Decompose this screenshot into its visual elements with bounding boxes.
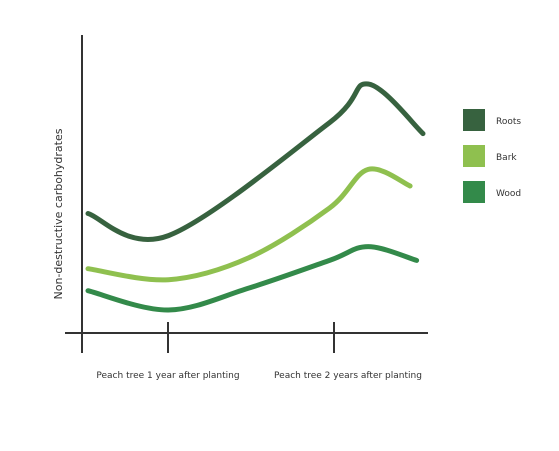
series-line-wood xyxy=(85,244,420,313)
legend-label-bark: Bark xyxy=(496,153,517,163)
legend-swatch-bark xyxy=(463,145,485,167)
legend-swatch-roots xyxy=(463,109,485,131)
legend: Roots Bark Wood xyxy=(463,109,521,203)
legend-label-wood: Wood xyxy=(496,189,521,199)
legend-swatch-wood xyxy=(463,181,485,203)
series-line-bark xyxy=(85,166,413,283)
plot-area xyxy=(65,35,428,353)
legend-label-roots: Roots xyxy=(496,117,521,127)
y-axis-label: Non-destructive carbohydrates xyxy=(52,128,65,299)
series-line-roots xyxy=(85,81,426,242)
x-tick-label-2-years: Peach tree 2 years after planting xyxy=(274,371,422,381)
x-tick-label-1-year: Peach tree 1 year after planting xyxy=(96,371,239,381)
series-group xyxy=(85,81,426,313)
